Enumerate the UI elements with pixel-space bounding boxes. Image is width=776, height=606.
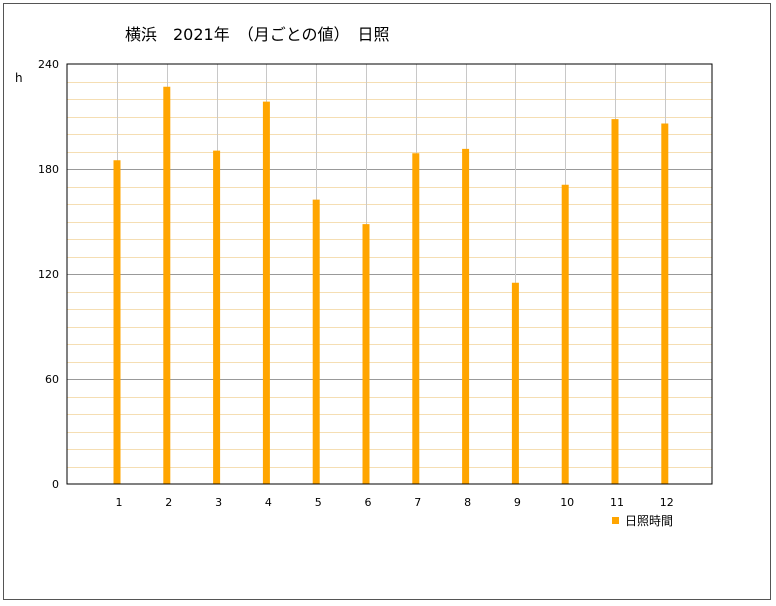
legend: 日照時間 bbox=[612, 514, 673, 528]
bar-month-2 bbox=[163, 86, 171, 484]
plot-area-border bbox=[66, 63, 713, 485]
y-tick-labels: 0 60 120 180 240 bbox=[38, 58, 59, 491]
bar-month-7 bbox=[412, 153, 420, 484]
x-tick-label: 6 bbox=[365, 496, 372, 509]
x-tick-label: 2 bbox=[165, 496, 172, 509]
bar-month-8 bbox=[462, 148, 470, 484]
x-tick-label: 8 bbox=[464, 496, 471, 509]
legend-swatch bbox=[612, 517, 619, 524]
x-tick-label: 5 bbox=[315, 496, 322, 509]
x-tick-label: 10 bbox=[560, 496, 574, 509]
bar-month-11 bbox=[611, 119, 619, 484]
y-tick-label: 0 bbox=[52, 478, 59, 491]
y-tick-label: 60 bbox=[45, 373, 59, 386]
chart-title: 横浜 2021年 （月ごとの値） 日照 bbox=[125, 25, 390, 44]
y-tick-label: 180 bbox=[38, 163, 59, 176]
bar-month-9 bbox=[511, 282, 519, 484]
x-tick-label: 3 bbox=[215, 496, 222, 509]
bar-month-10 bbox=[561, 184, 569, 484]
x-tick-label: 7 bbox=[414, 496, 421, 509]
bar-month-1 bbox=[113, 160, 121, 484]
bars-layer bbox=[113, 86, 669, 484]
x-tick-labels: 1 2 3 4 5 6 7 8 9 10 11 12 bbox=[116, 496, 674, 509]
bar-month-5 bbox=[312, 199, 320, 484]
bar-month-12 bbox=[661, 123, 669, 484]
bar-month-4 bbox=[262, 101, 270, 484]
y-tick-label: 240 bbox=[38, 58, 59, 71]
y-tick-label: 120 bbox=[38, 268, 59, 281]
x-tick-label: 4 bbox=[265, 496, 272, 509]
x-tick-label: 9 bbox=[514, 496, 521, 509]
bar-month-3 bbox=[213, 150, 221, 484]
x-tick-label: 12 bbox=[660, 496, 674, 509]
x-tick-label: 1 bbox=[116, 496, 123, 509]
bar-month-6 bbox=[362, 224, 370, 484]
y-axis-unit-label: h bbox=[15, 71, 23, 85]
legend-label: 日照時間 bbox=[625, 514, 673, 528]
x-tick-label: 11 bbox=[610, 496, 624, 509]
